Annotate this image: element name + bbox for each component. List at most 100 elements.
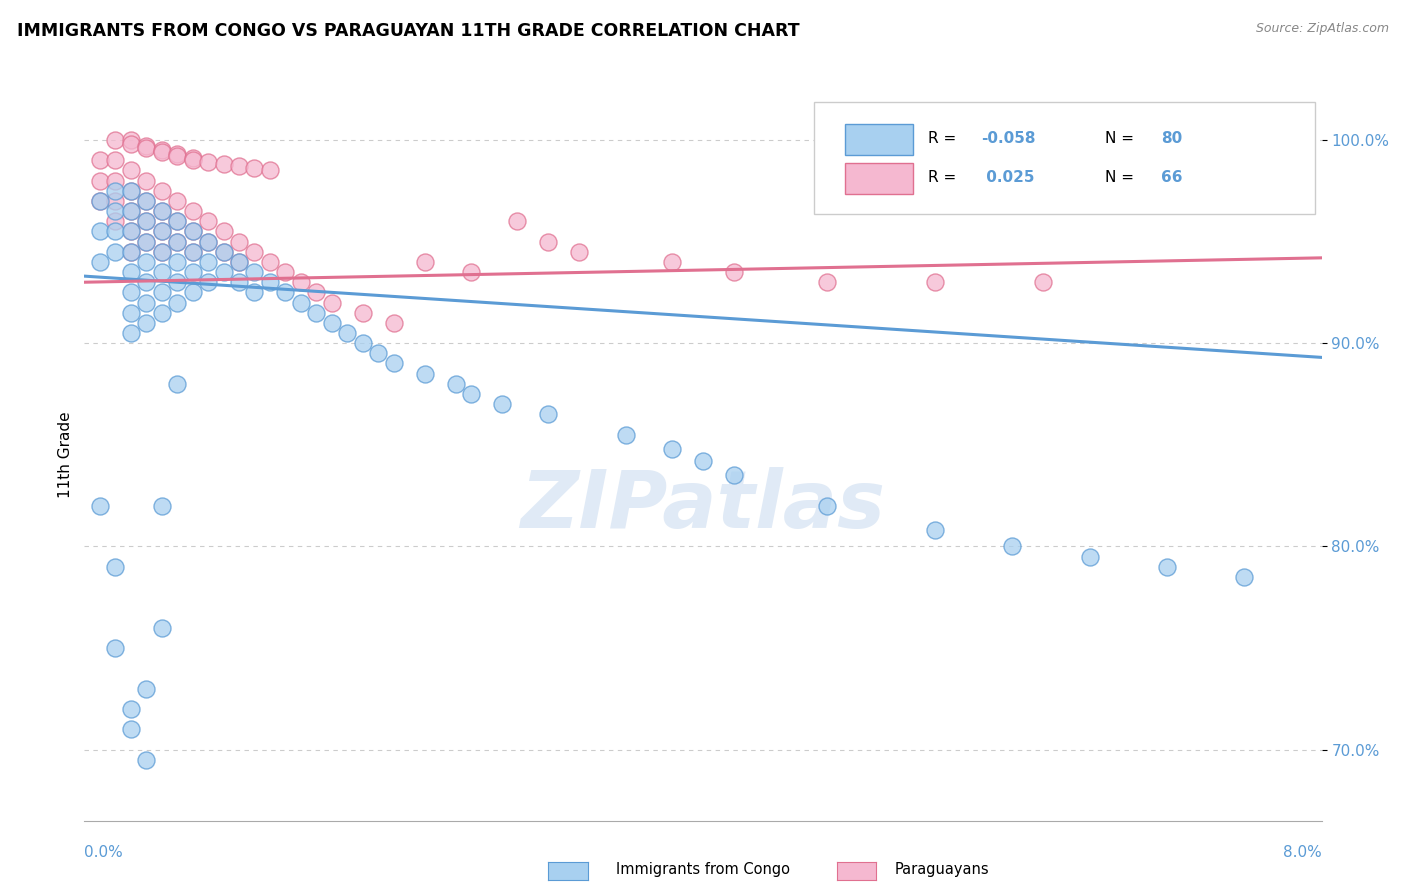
Point [1078, 549, 1101, 564]
Point [120, 204, 142, 219]
Point [181, 204, 204, 219]
Point [89, 153, 111, 168]
Point [491, 397, 513, 411]
Point [120, 265, 142, 279]
Point [89, 224, 111, 238]
Point [120, 133, 142, 147]
Point [723, 468, 745, 483]
Point [166, 149, 188, 163]
Text: 80: 80 [1161, 131, 1182, 146]
Point [120, 163, 142, 178]
Point [120, 244, 142, 259]
Point [367, 346, 389, 360]
Point [181, 151, 204, 165]
Text: Source: ZipAtlas.com: Source: ZipAtlas.com [1256, 22, 1389, 36]
Point [120, 184, 142, 198]
Point [661, 442, 683, 456]
Point [212, 244, 235, 259]
Point [166, 255, 188, 269]
Point [166, 214, 188, 228]
Point [89, 194, 111, 208]
Point [104, 173, 127, 187]
Point [181, 224, 204, 238]
Point [924, 275, 946, 289]
Text: R =: R = [928, 170, 962, 186]
Point [212, 244, 235, 259]
Point [135, 295, 157, 310]
Point [104, 133, 127, 147]
Text: R =: R = [928, 131, 962, 146]
Point [89, 499, 111, 513]
Point [135, 753, 157, 767]
Text: 8.0%: 8.0% [1282, 845, 1322, 860]
Point [228, 275, 250, 289]
Point [305, 306, 328, 320]
Point [274, 265, 297, 279]
Point [181, 153, 204, 168]
Point [150, 244, 173, 259]
Text: Immigrants from Congo: Immigrants from Congo [616, 863, 790, 877]
Point [150, 184, 173, 198]
Point [321, 295, 343, 310]
Point [259, 255, 281, 269]
Point [120, 224, 142, 238]
Point [1233, 570, 1256, 584]
Point [197, 275, 219, 289]
Point [212, 157, 235, 171]
Point [568, 244, 591, 259]
Point [104, 214, 127, 228]
Point [212, 265, 235, 279]
Point [924, 523, 946, 537]
Point [815, 275, 838, 289]
Point [135, 235, 157, 249]
Point [120, 306, 142, 320]
Point [197, 235, 219, 249]
Point [166, 235, 188, 249]
Point [89, 255, 111, 269]
Point [120, 723, 142, 737]
Point [135, 255, 157, 269]
Point [614, 427, 637, 442]
Point [197, 214, 219, 228]
Point [135, 214, 157, 228]
Point [89, 194, 111, 208]
Point [382, 316, 405, 330]
Point [259, 163, 281, 178]
Point [1001, 539, 1024, 553]
Point [135, 275, 157, 289]
Point [104, 184, 127, 198]
Point [166, 194, 188, 208]
Point [259, 275, 281, 289]
FancyBboxPatch shape [814, 103, 1316, 213]
Point [150, 499, 173, 513]
Point [120, 204, 142, 219]
Point [135, 141, 157, 155]
Point [352, 336, 374, 351]
Point [166, 147, 188, 161]
Point [352, 306, 374, 320]
Point [197, 155, 219, 169]
Point [197, 255, 219, 269]
Point [135, 235, 157, 249]
Point [197, 235, 219, 249]
Point [135, 194, 157, 208]
Point [228, 235, 250, 249]
Point [305, 285, 328, 300]
Point [212, 224, 235, 238]
Point [815, 499, 838, 513]
Point [120, 136, 142, 151]
Point [135, 173, 157, 187]
Point [290, 275, 312, 289]
Point [413, 367, 436, 381]
Point [104, 204, 127, 219]
Point [181, 244, 204, 259]
Point [120, 326, 142, 340]
Text: N =: N = [1105, 170, 1139, 186]
Point [150, 204, 173, 219]
Point [336, 326, 359, 340]
Point [104, 194, 127, 208]
Point [460, 265, 482, 279]
Point [166, 376, 188, 391]
Text: 66: 66 [1161, 170, 1182, 186]
Text: Paraguayans: Paraguayans [894, 863, 990, 877]
